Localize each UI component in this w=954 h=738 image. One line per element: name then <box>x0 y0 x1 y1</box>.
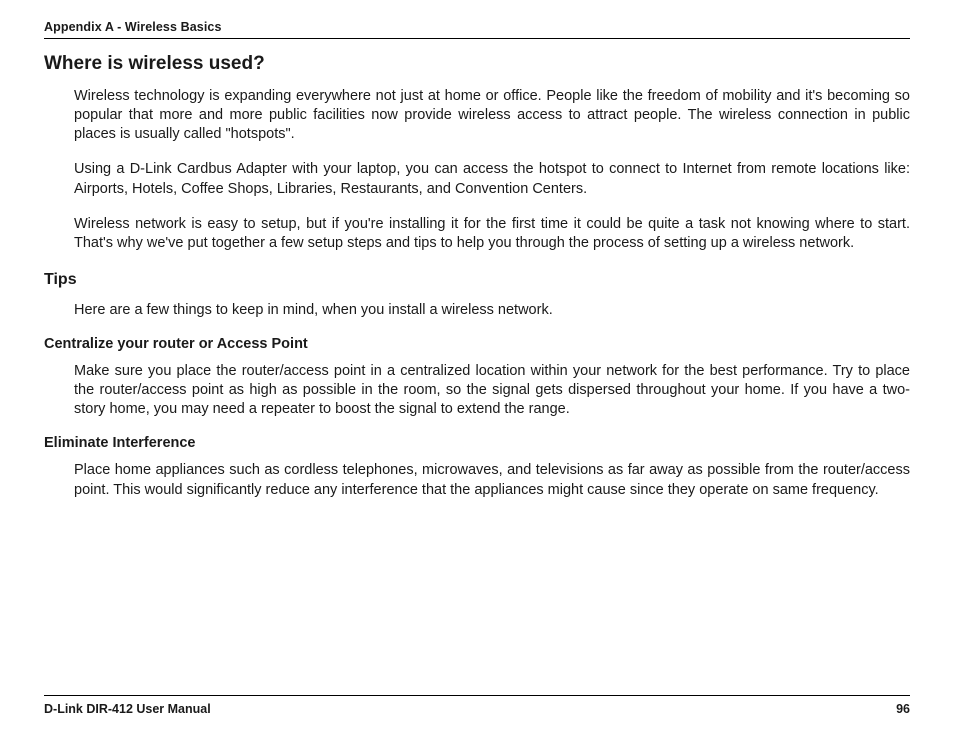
section-title-tips: Tips <box>44 271 910 289</box>
footer-rule <box>44 695 910 696</box>
paragraph: Wireless technology is expanding everywh… <box>74 87 910 144</box>
section-title-where: Where is wireless used? <box>44 53 910 75</box>
paragraph: Place home appliances such as cordless t… <box>74 461 910 499</box>
subhead-eliminate: Eliminate Interference <box>44 435 910 451</box>
footer-manual-label: D-Link DIR-412 User Manual <box>44 702 211 716</box>
paragraph: Using a D-Link Cardbus Adapter with your… <box>74 160 910 198</box>
appendix-label: Appendix A - Wireless Basics <box>44 20 910 34</box>
paragraph: Make sure you place the router/access po… <box>74 362 910 419</box>
header-rule <box>44 38 910 39</box>
subhead-centralize: Centralize your router or Access Point <box>44 336 910 352</box>
footer-page-number: 96 <box>896 702 910 716</box>
paragraph: Wireless network is easy to setup, but i… <box>74 215 910 253</box>
paragraph: Here are a few things to keep in mind, w… <box>74 301 910 320</box>
